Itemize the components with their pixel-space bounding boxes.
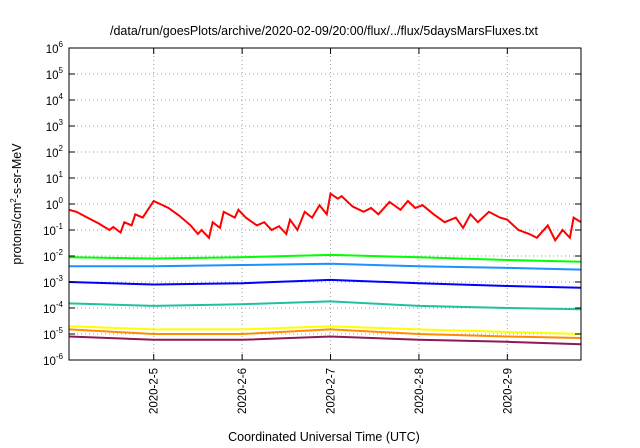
y-tick-label: 10-4	[43, 300, 63, 316]
x-tick-label: 2020-2-9	[502, 368, 514, 414]
y-tick-label: 10-3	[43, 274, 63, 290]
y-axis: 10-6 10-5 10-4 10-3 10-2 10-1 100 101 102 103 104 1…	[43, 40, 581, 368]
x-tick-label: 2020-2-8	[414, 368, 426, 414]
x-tick-label: 2020-2-5	[149, 368, 161, 414]
y-tick-label: 106	[46, 40, 64, 56]
y-tick-label: 104	[46, 92, 64, 108]
series-line-2	[69, 253, 581, 263]
y-axis-label: protons/cm2-s-sr-MeV	[9, 143, 24, 265]
chart-title: /data/run/goesPlots/archive/2020-02-09/2…	[110, 24, 539, 38]
x-tick-label: 2020-2-7	[326, 368, 338, 414]
x-axis: 2020-2-5 2020-2-6 2020-2-7 2020-2-8 2020-2-9	[149, 48, 514, 414]
x-tick-label: 2020-2-6	[237, 368, 249, 414]
y-tick-label: 10-2	[43, 248, 63, 264]
y-tick-label: 103	[46, 118, 64, 134]
x-axis-label: Coordinated Universal Time (UTC)	[228, 430, 420, 444]
series-line-7	[69, 328, 581, 339]
y-tick-label: 100	[46, 196, 64, 212]
y-tick-label: 101	[46, 170, 64, 186]
series-line-6	[69, 325, 581, 335]
y-tick-label: 105	[46, 66, 64, 82]
y-tick-label: 10-1	[43, 222, 63, 238]
series-line-4	[69, 278, 581, 289]
y-tick-label: 10-6	[43, 352, 63, 368]
series-line-3	[69, 262, 581, 271]
grid	[69, 48, 581, 360]
y-tick-label: 10-5	[43, 326, 63, 342]
series-line-8	[69, 335, 581, 346]
series-group	[69, 192, 581, 346]
series-line-1	[69, 192, 581, 243]
series-line-5	[69, 300, 581, 311]
y-tick-label: 102	[46, 144, 64, 160]
